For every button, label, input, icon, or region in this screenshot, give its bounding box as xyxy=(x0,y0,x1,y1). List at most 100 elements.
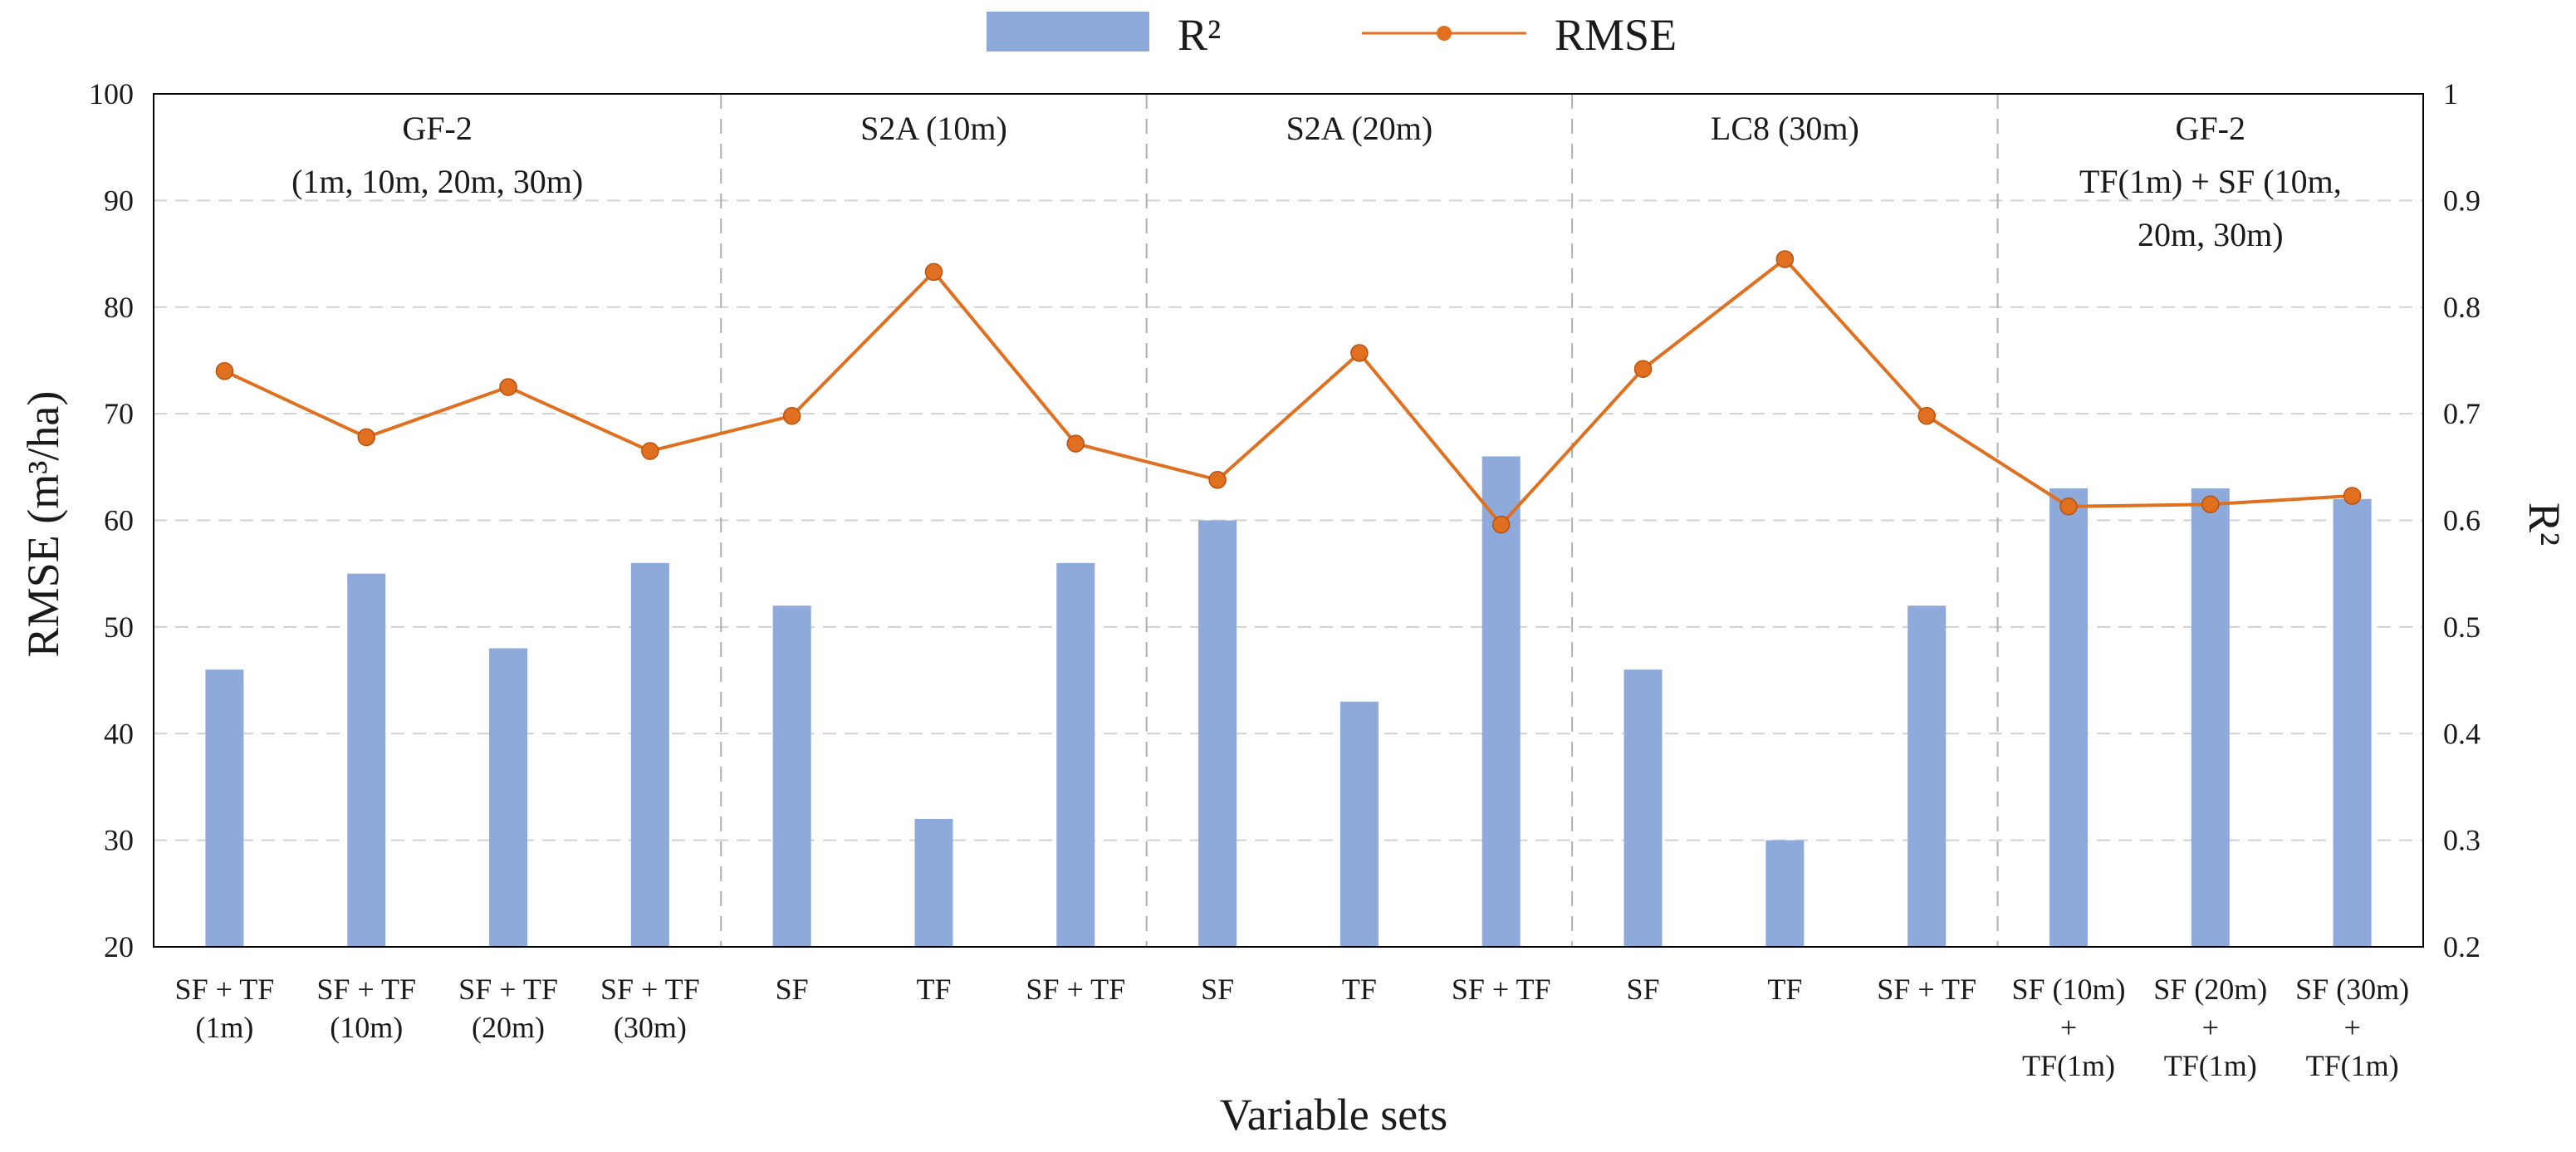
r2-bar xyxy=(1765,840,1805,947)
group-labels: GF-2 (1m, 10m, 20m, 30m) S2A (10m) S2A (20m… xyxy=(291,110,2342,253)
rmse-point xyxy=(499,378,517,396)
x-axis-title: Variable sets xyxy=(1220,1090,1447,1140)
r2-bar xyxy=(1056,562,1095,947)
category-label: (20m) xyxy=(472,1011,545,1044)
r2-bar xyxy=(914,818,953,947)
category-label: TF(1m) xyxy=(2164,1049,2257,1082)
right-tick-label: 0.7 xyxy=(2443,397,2481,430)
r2-bar xyxy=(347,573,386,947)
r2-bar xyxy=(772,605,811,947)
r2-bar xyxy=(205,669,244,947)
category-label: SF + TF xyxy=(458,973,558,1006)
category-label: TF xyxy=(1767,973,1802,1006)
group-label: 20m, 30m) xyxy=(2138,216,2284,253)
rmse-point xyxy=(1350,344,1369,362)
r2-bar xyxy=(1481,456,1521,947)
left-tick-label: 70 xyxy=(104,397,134,430)
right-tick-label: 1 xyxy=(2443,77,2458,110)
left-tick-label: 100 xyxy=(89,77,134,110)
group-label: LC8 (30m) xyxy=(1711,110,1859,147)
legend-rmse-label: RMSE xyxy=(1555,10,1677,60)
category-label: (10m) xyxy=(330,1011,403,1044)
rmse-point xyxy=(2343,487,2362,505)
left-tick-label: 50 xyxy=(104,610,134,644)
rmse-point xyxy=(641,442,659,460)
legend-r2-label: R² xyxy=(1178,10,1221,60)
right-axis-ticks: 0.2 0.3 0.4 0.5 0.6 0.7 0.8 0.9 1 xyxy=(2443,77,2481,963)
category-label: SF + TF xyxy=(316,973,416,1006)
left-tick-label: 30 xyxy=(104,824,134,857)
rmse-point xyxy=(2201,495,2220,513)
rmse-point xyxy=(1633,360,1653,378)
category-label: TF(1m) xyxy=(2022,1049,2115,1082)
group-label: S2A (10m) xyxy=(860,110,1007,147)
group-label: (1m, 10m, 20m, 30m) xyxy=(291,163,583,200)
category-label: + xyxy=(2343,1011,2360,1044)
left-tick-label: 90 xyxy=(104,184,134,217)
category-label: (30m) xyxy=(614,1011,687,1044)
right-tick-label: 0.6 xyxy=(2443,504,2481,537)
r2-bar xyxy=(2333,498,2372,947)
group-label: GF-2 xyxy=(402,110,472,147)
category-label: (1m) xyxy=(195,1011,253,1044)
right-tick-label: 0.2 xyxy=(2443,930,2481,963)
rmse-point xyxy=(1208,470,1227,489)
left-tick-label: 60 xyxy=(104,504,134,537)
right-tick-label: 0.8 xyxy=(2443,291,2481,324)
category-label: + xyxy=(2202,1011,2219,1044)
category-label: SF + TF xyxy=(1877,973,1976,1006)
category-label: SF xyxy=(1201,973,1234,1006)
legend-r2-swatch xyxy=(987,12,1149,51)
rmse-point xyxy=(1775,250,1795,268)
rmse-line xyxy=(215,250,2362,534)
category-label: SF + TF xyxy=(1026,973,1125,1006)
right-tick-label: 0.5 xyxy=(2443,610,2481,644)
rmse-point xyxy=(924,262,943,282)
plot-area-frame xyxy=(153,93,2424,948)
group-label: GF-2 xyxy=(2176,110,2245,147)
category-label: SF xyxy=(776,973,809,1006)
right-tick-label: 0.4 xyxy=(2443,717,2481,750)
r2-bar xyxy=(1623,669,1663,947)
category-label: SF xyxy=(1627,973,1660,1006)
right-tick-label: 0.9 xyxy=(2443,184,2481,217)
left-tick-label: 80 xyxy=(104,291,134,324)
right-tick-label: 0.3 xyxy=(2443,824,2481,857)
category-label: TF xyxy=(1342,973,1377,1006)
category-label: SF + TF xyxy=(1452,973,1551,1006)
rmse-point xyxy=(1917,406,1936,425)
r2-bar xyxy=(1339,701,1379,947)
rmse-point xyxy=(215,362,234,380)
y-axis-left-title: RMSE (m³/ha) xyxy=(18,391,68,658)
rmse-point xyxy=(782,406,801,425)
category-label: SF (20m) xyxy=(2153,973,2267,1006)
legend: R² RMSE xyxy=(987,10,1677,60)
left-tick-label: 40 xyxy=(104,717,134,750)
rmse-point xyxy=(1491,515,1511,534)
legend-rmse-marker xyxy=(1437,26,1452,41)
rmse-polyline xyxy=(223,257,2353,527)
r2-bar xyxy=(489,648,528,947)
left-tick-label: 20 xyxy=(104,930,134,963)
y-axis-right-title: R² xyxy=(2520,502,2569,546)
group-label: TF(1m) + SF (10m, xyxy=(2079,163,2342,200)
category-label: SF + TF xyxy=(600,973,700,1006)
r2-bar xyxy=(1908,605,1947,947)
gridlines xyxy=(154,199,2423,841)
left-axis-ticks: 20 30 40 50 60 70 80 90 100 xyxy=(89,77,134,963)
group-separators xyxy=(720,94,1999,947)
r2-bar xyxy=(1198,520,1237,947)
category-label: TF(1m) xyxy=(2306,1049,2399,1082)
rmse-point xyxy=(357,428,375,447)
category-label: SF (10m) xyxy=(2011,973,2125,1006)
r2-bar xyxy=(2191,488,2230,947)
rmse-point xyxy=(1066,434,1085,453)
category-label: SF (30m) xyxy=(2295,973,2409,1006)
r2-bar xyxy=(630,562,669,947)
category-label: + xyxy=(2060,1011,2077,1044)
r2-bar xyxy=(2049,488,2088,947)
r2-bars xyxy=(205,456,2372,947)
category-label: TF xyxy=(916,973,951,1006)
rmse-point xyxy=(2059,498,2078,516)
